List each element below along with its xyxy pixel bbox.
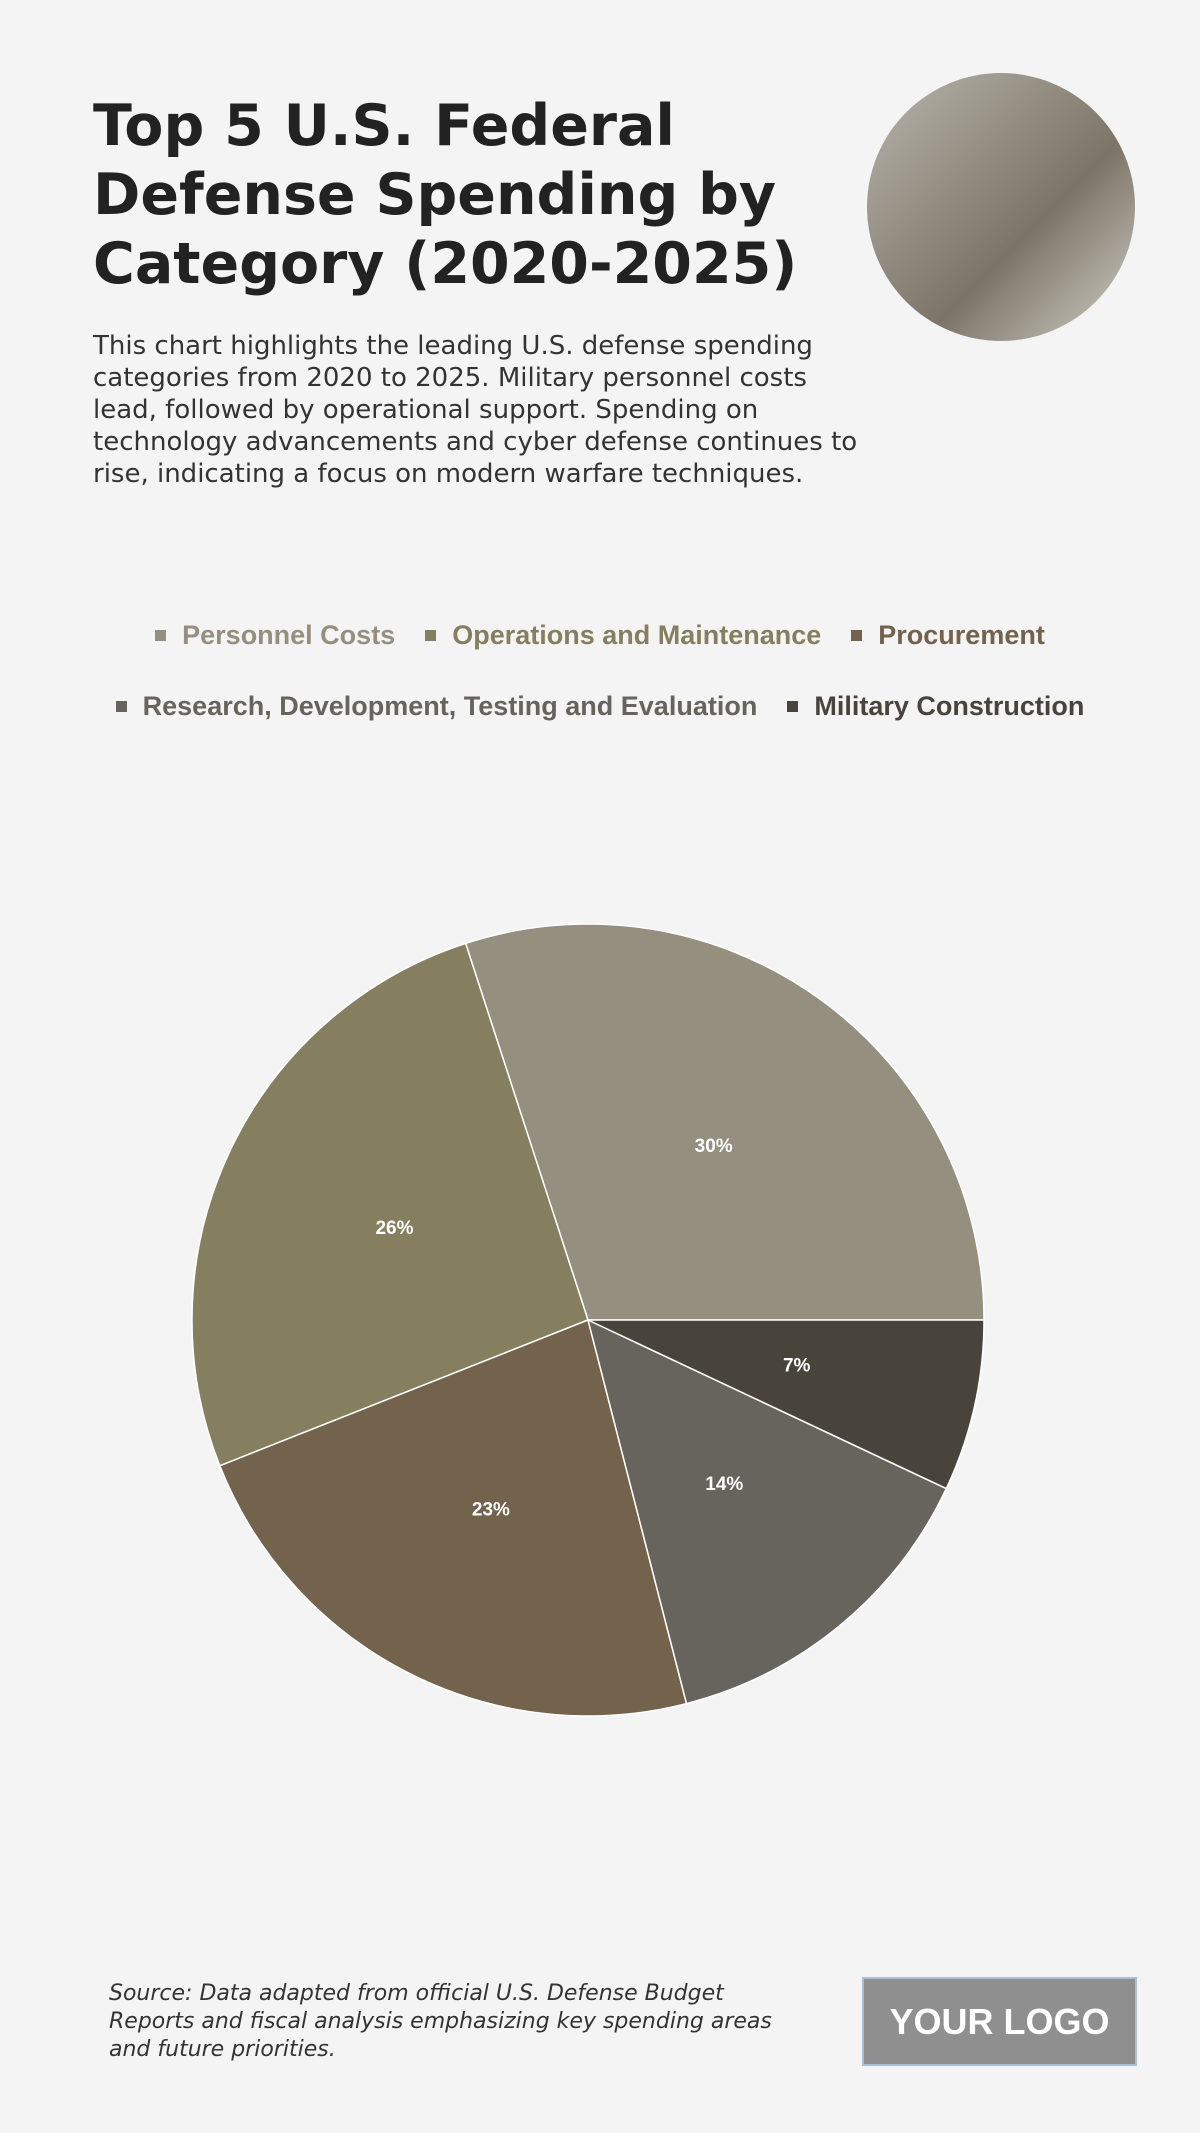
source-note: Source: Data adapted from official U.S. …: [109, 1981, 772, 2062]
data-label: 26%: [375, 1218, 413, 1239]
data-label: 14%: [705, 1474, 743, 1495]
legend-label: Military Construction: [814, 691, 1085, 721]
legend-marker: [787, 701, 799, 712]
chart: 30% 26% 23% 14% 7%: [191, 923, 985, 1717]
photo-circle: [867, 73, 1135, 341]
legend-label: Procurement: [878, 620, 1045, 650]
data-label: 30%: [695, 1136, 733, 1157]
legend-label: Personnel Costs: [182, 620, 396, 650]
legend-item: Operations and Maintenance: [425, 620, 821, 651]
pie-slice: [586, 1318, 948, 1705]
pie-slice: [464, 923, 985, 1321]
legend-marker: [155, 630, 167, 641]
pie-slice: [191, 942, 589, 1467]
chart-title: Top 5 U.S. Federal Defense Spending by C…: [93, 93, 798, 297]
legend-label: Research, Development, Testing and Evalu…: [142, 691, 758, 721]
legend-item: Personnel Costs: [155, 620, 395, 651]
legend-marker: [115, 701, 127, 712]
legend-label: Operations and Maintenance: [452, 620, 822, 650]
photo: [867, 73, 1135, 341]
legend-item: Procurement: [851, 620, 1045, 651]
legend-item: Research, Development, Testing and Evalu…: [115, 691, 758, 722]
legend: Personnel Costs Operations and Maintenanc…: [100, 620, 1100, 722]
data-label: 7%: [783, 1356, 811, 1377]
legend-marker: [425, 630, 437, 641]
legend-marker: [851, 630, 863, 641]
legend-item: Military Construction: [787, 691, 1084, 722]
chart-subtitle: This chart highlights the leading U.S. d…: [93, 331, 858, 489]
logo: YOUR LOGO: [862, 1977, 1137, 2066]
data-label: 23%: [472, 1500, 510, 1521]
pie-slice: [587, 1319, 985, 1490]
pie-slice: [218, 1318, 688, 1717]
